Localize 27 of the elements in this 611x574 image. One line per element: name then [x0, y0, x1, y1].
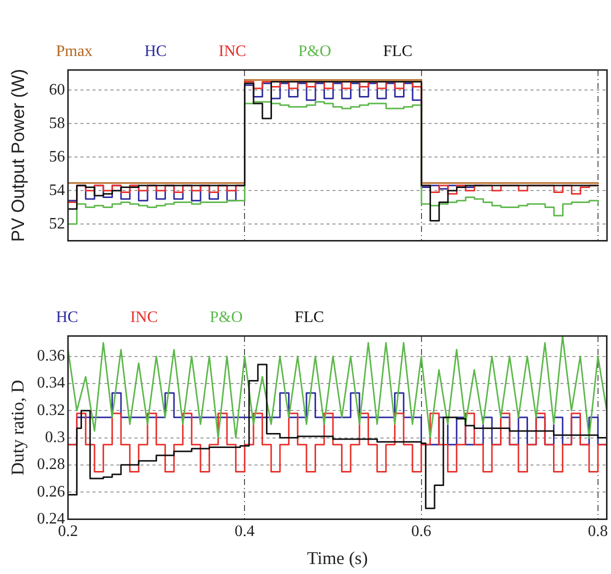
y-tick-label: 0.34	[37, 374, 65, 392]
y-tick-label: 56	[49, 148, 65, 166]
y-tick-label: 60	[49, 81, 65, 98]
series-label: INC	[218, 43, 246, 60]
y-tick-label: 0.28	[37, 456, 65, 474]
series-label: P&O	[210, 309, 243, 326]
y-tick-label: 0.26	[37, 483, 65, 500]
text: Pmax	[56, 43, 92, 60]
series-label: FLC	[383, 43, 412, 60]
x-tick-label: 0.8	[588, 523, 608, 540]
y-tick-label: 0.3	[45, 428, 65, 446]
x-tick-label: 0.6	[411, 523, 432, 540]
y-tick-label: 0.32	[37, 402, 65, 419]
text: HC	[56, 309, 78, 326]
text: HC	[144, 43, 167, 60]
y-axis-title: PV Output Power (W)	[8, 68, 28, 242]
y-tick-label: 54	[49, 182, 65, 199]
y-axis-title: Duty ratio, D	[8, 380, 28, 476]
text: P&O	[298, 43, 332, 60]
y-tick-label: 58	[49, 114, 65, 132]
text: INC	[130, 309, 158, 326]
x-tick-label: 0.2	[58, 523, 78, 540]
x-tick-label: 0.4	[234, 523, 255, 540]
y-tick-label: 0.36	[37, 348, 65, 365]
x-axis-title: Time (s)	[306, 548, 368, 568]
y-tick-label: 52	[49, 215, 65, 232]
text: FLC	[294, 309, 324, 326]
